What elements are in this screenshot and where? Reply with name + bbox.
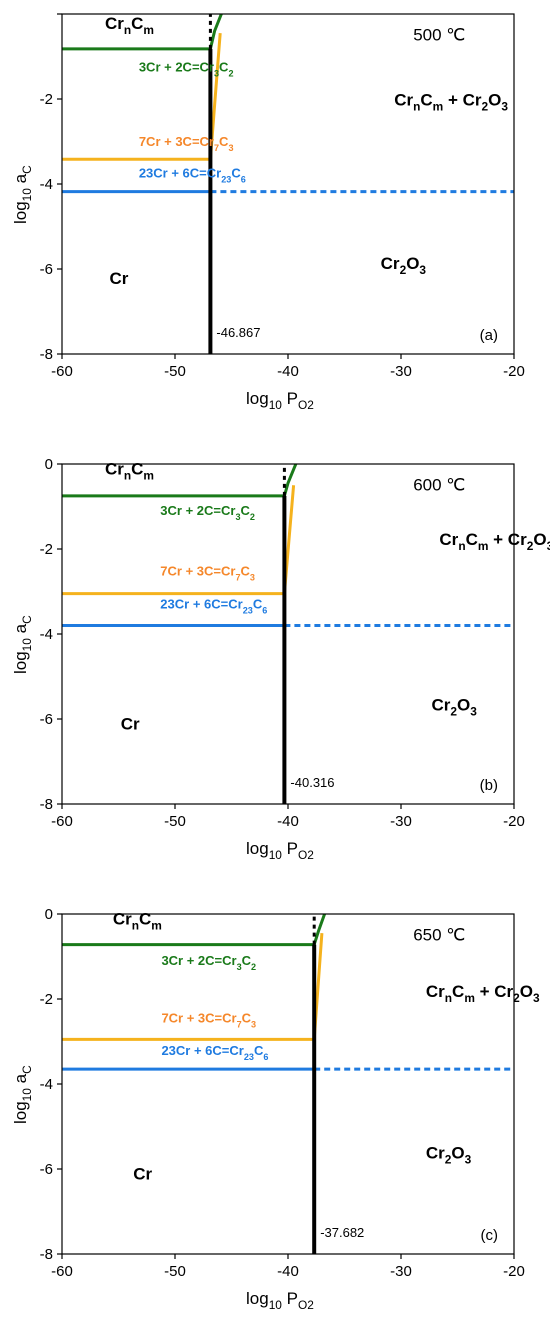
x-tick-label: -50 [164, 813, 186, 830]
chart-panel-c: -60 -50 -40 -30 -20 0 -2 -4 -6 -8 log10 PO2 log10 a… [0, 900, 550, 1332]
panel-label: (b) [480, 777, 498, 794]
x-tick-label: -20 [503, 1263, 525, 1280]
temperature-label: 500 ℃ [413, 25, 465, 44]
boundary-value-label: -46.867 [216, 325, 260, 340]
region-label-3: Cr [109, 269, 128, 288]
boundary-value-label: -40.316 [290, 775, 334, 790]
reaction-label-4: 3Cr + 2C=Cr3C2 [161, 953, 256, 972]
temperature-label: 650 ℃ [413, 925, 465, 944]
region-label-3: Cr [133, 1165, 152, 1184]
x-axis-title: log10 PO2 [246, 1289, 314, 1312]
region-label-1: CrnCm + Cr2O3 [439, 530, 550, 553]
x-tick-label: -50 [164, 363, 186, 380]
y-tick-label: 0 [45, 906, 53, 923]
series-line-0 [62, 914, 327, 947]
panel-label: (a) [480, 327, 498, 344]
y-axis-title-group: log10 aC [11, 1065, 34, 1124]
x-axis-title: log10 PO2 [246, 389, 314, 412]
y-tick-label: 0 [45, 456, 53, 473]
y-tick-label: -4 [40, 626, 53, 643]
series-line-0 [62, 14, 223, 51]
x-tick-label: -30 [390, 1263, 412, 1280]
region-label-1: CrnCm + Cr2O3 [426, 982, 540, 1005]
region-label-0: CrnCm [113, 910, 162, 933]
x-tick-label: -60 [51, 813, 73, 830]
x-tick-label: -20 [503, 813, 525, 830]
chart-c: -60 -50 -40 -30 -20 0 -2 -4 -6 -8 log10 PO2 log10 a… [11, 906, 540, 1312]
x-tick-label: -60 [51, 1263, 73, 1280]
y-tick-label: -8 [40, 1246, 53, 1263]
plot-area [62, 914, 514, 1254]
series-line-0 [62, 464, 298, 498]
region-label-1: CrnCm + Cr2O3 [394, 90, 508, 113]
y-tick-label: -4 [40, 176, 53, 193]
chart-b: -60 -50 -40 -30 -20 0 -2 -4 -6 -8 log10 PO2 log10 a… [11, 456, 550, 862]
panel-label: (c) [481, 1227, 499, 1244]
plot-area [62, 14, 514, 354]
reaction-label-5: 7Cr + 3C=Cr7C3 [139, 134, 234, 153]
y-tick-label: -2 [40, 91, 53, 108]
chart-panel-a: -60 -50 -40 -30 -20 -2 -4 -6 -8 log10 PO2 log10 aC… [0, 0, 550, 420]
region-label-0: CrnCm [105, 14, 154, 37]
y-axis-title: log10 aC [11, 165, 34, 224]
plot-frame [61, 13, 515, 355]
reaction-label-6: 23Cr + 6C=Cr23C6 [161, 1043, 268, 1062]
y-tick-label: -2 [40, 541, 53, 558]
y-axis-title-group: log10 aC [11, 165, 34, 224]
reaction-label-5: 7Cr + 3C=Cr7C3 [161, 1010, 256, 1029]
temperature-label: 600 ℃ [413, 475, 465, 494]
y-tick-label: -6 [40, 261, 53, 278]
y-tick-label: -2 [40, 991, 53, 1008]
reaction-label-4: 3Cr + 2C=Cr3C2 [139, 59, 234, 78]
reaction-label-6: 23Cr + 6C=Cr23C6 [160, 597, 267, 616]
y-axis-title-group: log10 aC [11, 615, 34, 674]
plot-area [62, 464, 514, 804]
plot-frame [61, 463, 515, 805]
reaction-label-5: 7Cr + 3C=Cr7C3 [160, 563, 255, 582]
y-tick-label: -6 [40, 711, 53, 728]
chart-a: -60 -50 -40 -30 -20 -2 -4 -6 -8 log10 PO2 log10 aC… [11, 13, 525, 412]
y-tick-label: -8 [40, 346, 53, 363]
y-tick-label: -4 [40, 1076, 53, 1093]
y-tick-label: -8 [40, 796, 53, 813]
plot-frame [61, 913, 515, 1255]
x-tick-label: -60 [51, 363, 73, 380]
y-axis-title: log10 aC [11, 1065, 34, 1124]
reaction-label-4: 3Cr + 2C=Cr3C2 [160, 503, 255, 522]
x-tick-label: -30 [390, 813, 412, 830]
x-tick-label: -50 [164, 1263, 186, 1280]
region-label-2: Cr2O3 [381, 254, 427, 277]
region-label-2: Cr2O3 [432, 696, 478, 719]
region-label-0: CrnCm [105, 460, 154, 483]
boundary-value-label: -37.682 [320, 1225, 364, 1240]
region-label-2: Cr2O3 [426, 1143, 472, 1166]
x-tick-label: -20 [503, 363, 525, 380]
x-tick-label: -40 [277, 813, 299, 830]
x-axis-title: log10 PO2 [246, 839, 314, 862]
reaction-label-6: 23Cr + 6C=Cr23C6 [139, 166, 246, 185]
chart-panel-b: -60 -50 -40 -30 -20 0 -2 -4 -6 -8 log10 PO2 log10 a… [0, 450, 550, 870]
x-tick-label: -40 [277, 1263, 299, 1280]
y-tick-label: -6 [40, 1161, 53, 1178]
y-axis-title: log10 aC [11, 615, 34, 674]
x-tick-label: -40 [277, 363, 299, 380]
region-label-3: Cr [121, 715, 140, 734]
x-tick-label: -30 [390, 363, 412, 380]
